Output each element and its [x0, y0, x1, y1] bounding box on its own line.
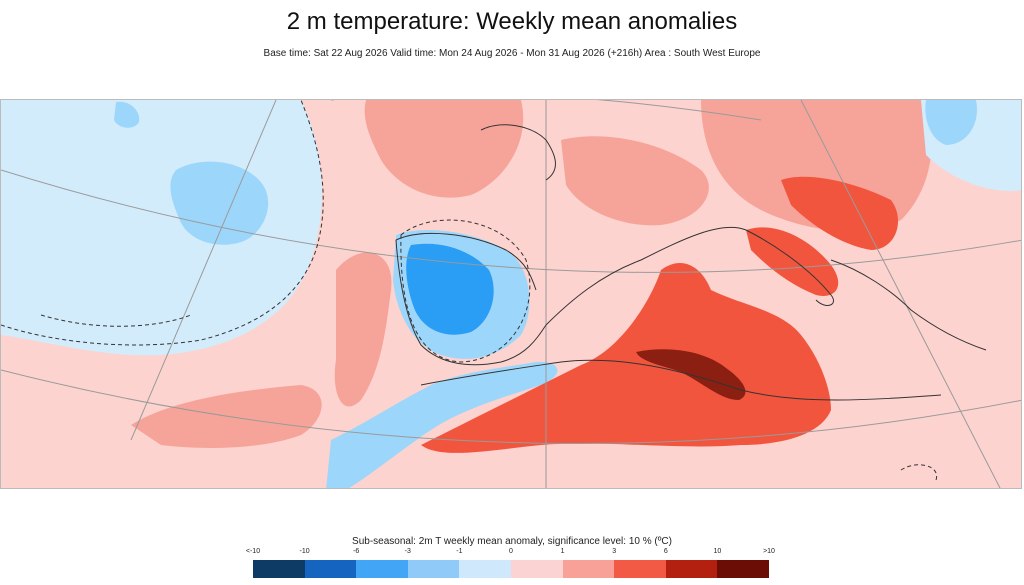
map-subtitle: Base time: Sat 22 Aug 2026 Valid time: M… [263, 48, 761, 59]
significance-contours [1, 100, 938, 481]
legend-tick: -3 [404, 548, 411, 555]
legend-swatch [407, 560, 460, 578]
legend-swatch [614, 560, 666, 578]
legend-caption: Sub-seasonal: 2m T weekly mean anomaly, … [352, 536, 672, 547]
legend-tick: 0 [509, 548, 513, 555]
map-title: 2 m temperature: Weekly mean anomalies [286, 8, 738, 35]
legend-tick: <-10 [245, 548, 261, 555]
atlantic-cold-core [170, 161, 269, 245]
france-warm-zone [561, 136, 709, 226]
coastlines [395, 124, 987, 401]
legend-swatch [665, 560, 718, 578]
legend-swatch [459, 560, 511, 578]
legend-swatch [304, 560, 357, 578]
legend-swatch [511, 560, 563, 578]
legend-swatch [356, 560, 408, 578]
legend-tick: 1 [560, 548, 565, 555]
anomaly-map [0, 99, 1022, 489]
legend-tick: 3 [612, 548, 617, 555]
graticule [1, 100, 1021, 488]
color-legend: <-10 -10 -6 -3 -1 0 1 3 6 10 >10 [246, 548, 775, 580]
map-canvas [1, 100, 1021, 488]
italy-hot-zone [746, 227, 839, 296]
atlantic-cold-spot [114, 101, 140, 128]
legend-swatch [253, 560, 305, 578]
legend-tick: -1 [456, 548, 463, 555]
atlantic-cold-region [1, 100, 322, 356]
legend-tick: -10 [299, 548, 310, 555]
legend-swatch [717, 560, 769, 578]
iberia-cold-core [406, 243, 494, 335]
atlantic-warm-streak [334, 252, 392, 407]
eastern-europe-cold-core [925, 100, 977, 145]
legend-tick: 10 [713, 548, 722, 555]
morocco-coast-cold-strip [326, 361, 558, 488]
legend-swatch [562, 560, 615, 578]
legend-tick: -6 [353, 548, 360, 555]
legend-tick: 6 [663, 548, 668, 555]
legend-tick: >10 [763, 548, 775, 555]
biscay-warm-zone [364, 100, 524, 198]
north-africa-hot-region [421, 262, 831, 453]
